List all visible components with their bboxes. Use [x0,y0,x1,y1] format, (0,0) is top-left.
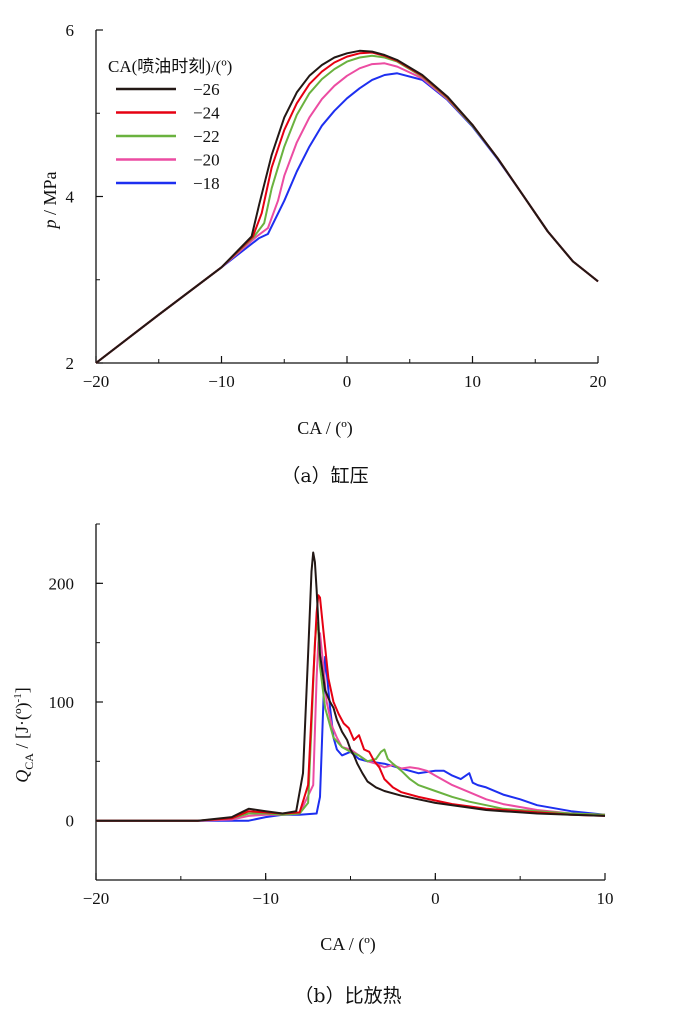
legend-label--18: −18 [193,174,220,193]
series-line--20 [95,62,599,364]
caption-a: （a）缸压 [281,465,368,487]
legend-label--26: −26 [193,80,220,99]
series-line--26 [96,551,606,822]
x-tick-label: 0 [343,372,352,391]
legend: CA(喷油时刻)/(º) −26 −24 −22 −20 −18 [108,57,232,193]
x-tick-label: 10 [464,372,481,391]
legend-title: CA(喷油时刻)/(º) [108,57,232,76]
series-line--18 [96,655,606,822]
series-lines [95,49,599,364]
y-tick-label: 200 [49,574,75,593]
legend-label--24: −24 [193,104,220,123]
y-tick-label: 100 [49,693,75,712]
y-axis-label: p / MPa [40,171,60,230]
legend-label--20: −20 [193,151,220,170]
y-tick-label: 6 [66,21,75,40]
caption-b: （b）比放热 [294,985,401,1007]
x-tick-label: −20 [83,372,110,391]
x-tick-label: −10 [252,889,279,908]
series-lines [96,551,606,822]
y-axis-label: QCA / [J·(º)-1] [12,687,36,782]
series-line--22 [95,54,599,364]
series-line--20 [96,632,606,822]
series-line--24 [96,594,606,822]
x-tick-label: −20 [83,889,110,908]
series-line--26 [95,49,599,364]
x-axis-label: CA / (º) [297,418,353,439]
x-tick-label: −10 [208,372,235,391]
x-tick-label: 10 [597,889,614,908]
y-tick-label: 0 [66,812,75,831]
y-tick-label: 4 [66,188,75,207]
y-tick-label: 2 [66,354,75,373]
series-line--18 [95,72,599,364]
x-axis-label: CA / (º) [320,934,376,955]
legend-label--22: −22 [193,127,220,146]
chart-cylinder-pressure: −20 −10 0 10 20 2 4 6 p / MPa CA / (º) CA(喷油时刻)… [40,21,607,487]
x-tick-label: 0 [431,889,440,908]
series-line--22 [96,621,606,822]
x-tick-label: 20 [590,372,607,391]
